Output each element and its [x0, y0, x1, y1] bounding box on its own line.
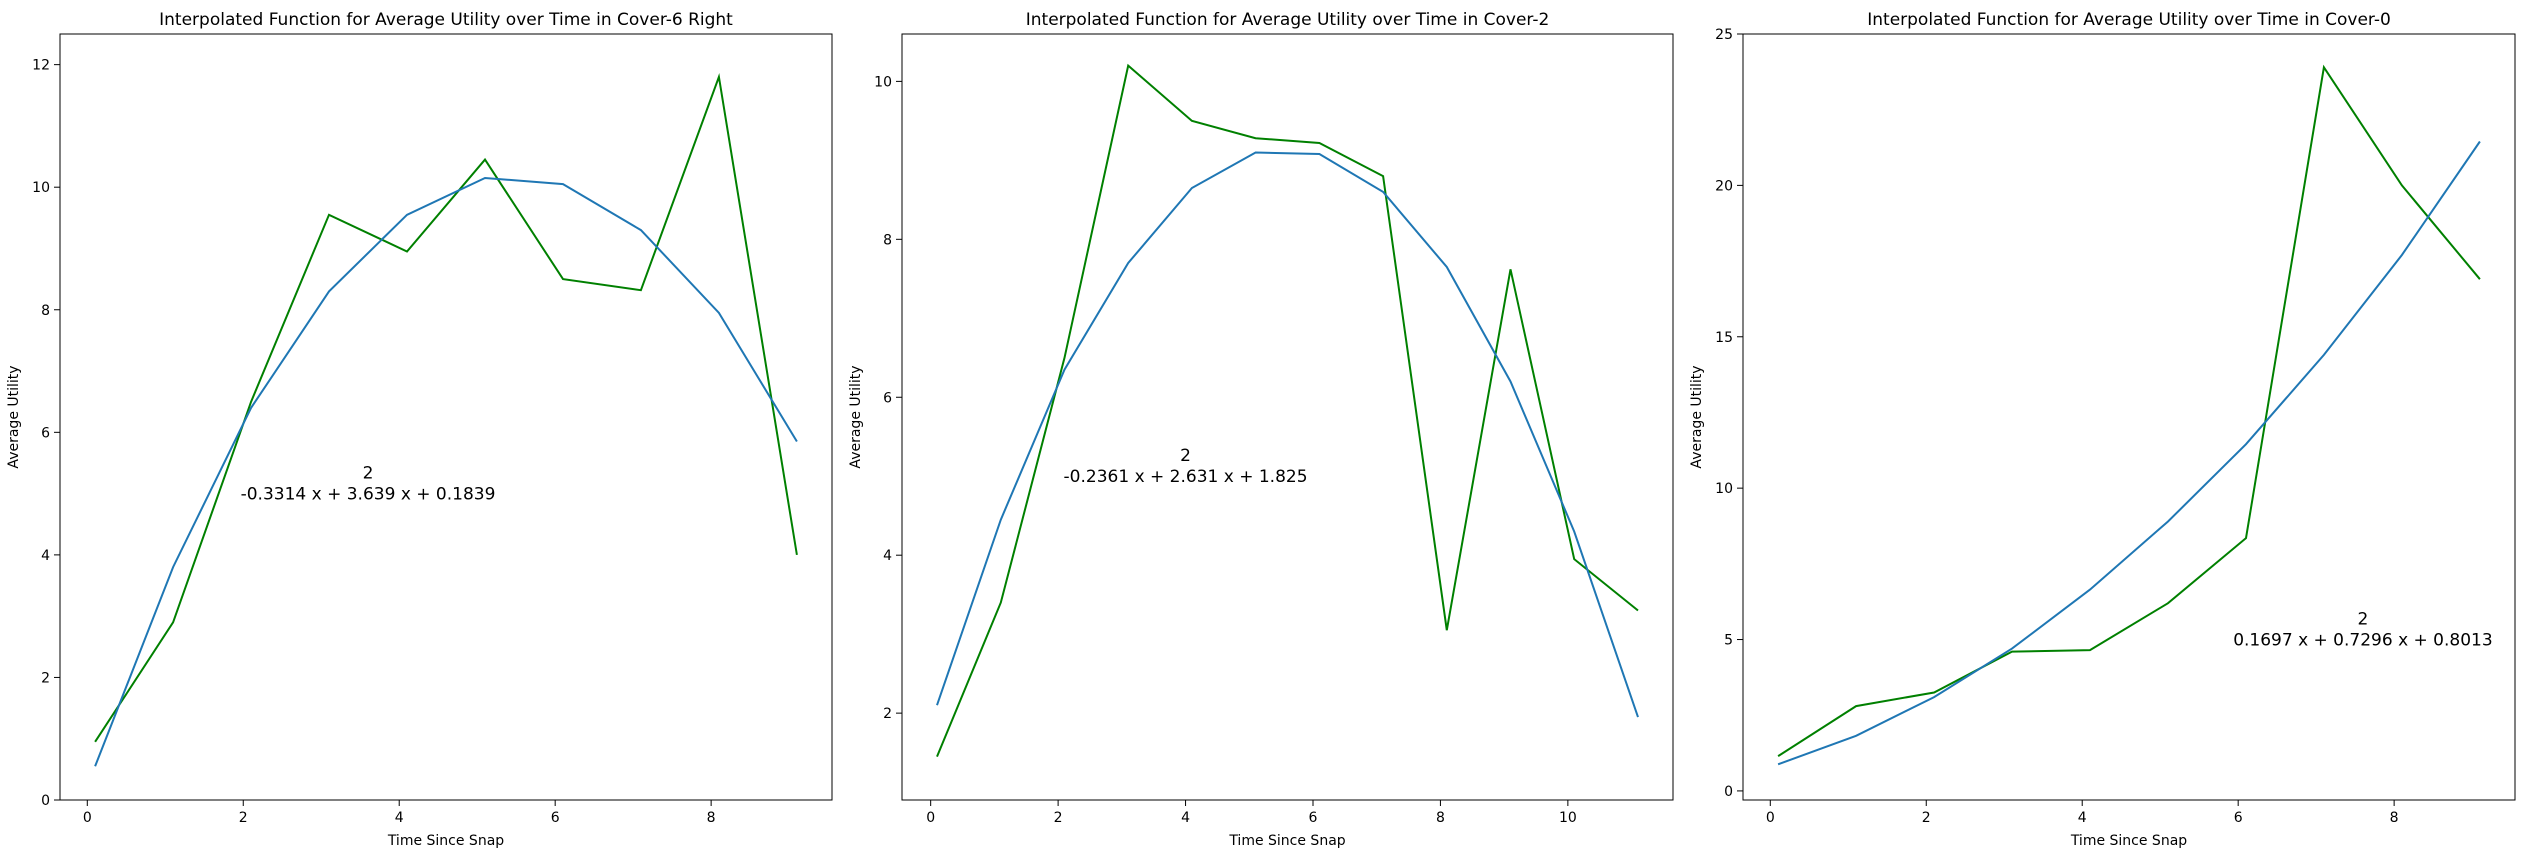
chart-3-x-tick-label: 8	[2390, 810, 2399, 826]
chart-1-y-tick-label: 10	[32, 180, 50, 196]
chart-1-x-tick-label: 8	[707, 810, 716, 826]
chart-1-title: Interpolated Function for Average Utilit…	[159, 10, 733, 30]
chart-1-series-1-line	[94, 72, 798, 743]
chart-3-y-tick-label: 20	[1715, 178, 1733, 194]
chart-3-y-tick-label: 5	[1724, 633, 1733, 649]
chart-1-y-axis-label: Average Utility	[6, 365, 22, 468]
chart-2-x-tick-label: 6	[1309, 810, 1318, 826]
chart-2-annotation-exponent: 2	[1180, 446, 1191, 466]
chart-3-y-axis-label: Average Utility	[1689, 365, 1705, 468]
chart-3-y-tick-label: 15	[1715, 330, 1733, 346]
chart-3-annotation-exponent: 2	[2358, 610, 2369, 630]
chart-3-panel: Interpolated Function for Average Utilit…	[1689, 10, 2516, 849]
chart-3-title: Interpolated Function for Average Utilit…	[1867, 10, 2391, 30]
chart-3-series-2-line	[1777, 140, 2481, 766]
chart-1-y-tick-label: 6	[41, 425, 50, 441]
chart-2-x-tick-label: 8	[1436, 810, 1445, 826]
chart-2-y-tick-label: 2	[883, 706, 892, 722]
chart-3-annotation-text: 0.1697 x + 0.7296 x + 0.8013	[2233, 631, 2492, 651]
chart-2-title: Interpolated Function for Average Utilit…	[1026, 10, 1550, 30]
chart-3-y-tick-label: 0	[1724, 784, 1733, 800]
chart-1-x-tick-label: 4	[395, 810, 404, 826]
chart-3-y-tick-label: 10	[1715, 481, 1733, 497]
chart-2-y-tick-label: 6	[883, 390, 892, 406]
chart-3-x-tick-label: 2	[1922, 810, 1931, 826]
chart-2-y-tick-label: 4	[883, 548, 892, 564]
chart-3-x-axis-label: Time Since Snap	[2070, 833, 2187, 849]
chart-2-x-axis-label: Time Since Snap	[1228, 833, 1345, 849]
chart-1-y-tick-label: 12	[32, 58, 50, 74]
chart-2-x-tick-label: 10	[1559, 810, 1577, 826]
chart-1-y-tick-label: 2	[41, 670, 50, 686]
chart-2-series-2-line	[936, 151, 1639, 718]
chart-1-x-tick-label: 0	[83, 810, 92, 826]
chart-1-annotation-exponent: 2	[363, 464, 374, 484]
chart-2-y-tick-label: 8	[883, 232, 892, 248]
chart-1-y-tick-label: 0	[41, 793, 50, 809]
chart-1-annotation-text: -0.3314 x + 3.639 x + 0.1839	[241, 485, 496, 505]
chart-2-annotation-text: -0.2361 x + 2.631 x + 1.825	[1064, 467, 1308, 487]
chart-3-x-tick-label: 0	[1766, 810, 1775, 826]
chart-2-y-tick-label: 10	[874, 74, 892, 90]
chart-1-panel: Interpolated Function for Average Utilit…	[6, 10, 833, 849]
chart-3-x-tick-label: 4	[2078, 810, 2087, 826]
chart-1-x-axis-label: Time Since Snap	[387, 833, 504, 849]
chart-2-series-1-line	[936, 63, 1639, 757]
chart-1-x-tick-label: 2	[239, 810, 248, 826]
chart-1-y-tick-label: 4	[41, 548, 50, 564]
chart-3-plot-frame	[1742, 33, 2516, 801]
chart-2-x-tick-label: 2	[1054, 810, 1063, 826]
chart-2-x-tick-label: 4	[1181, 810, 1190, 826]
chart-3-series-1-line	[1777, 64, 2481, 757]
chart-2-plot-frame	[901, 33, 1674, 801]
chart-1-x-tick-label: 6	[551, 810, 560, 826]
chart-1-series-2-line	[94, 176, 798, 767]
chart-2-y-axis-label: Average Utility	[848, 365, 864, 468]
chart-3-y-tick-label: 25	[1715, 27, 1733, 43]
chart-3-x-tick-label: 6	[2234, 810, 2243, 826]
chart-2-x-tick-label: 0	[926, 810, 935, 826]
chart-1-plot-frame	[59, 33, 833, 801]
chart-1-y-tick-label: 8	[41, 303, 50, 319]
chart-2-panel: Interpolated Function for Average Utilit…	[848, 10, 1674, 849]
